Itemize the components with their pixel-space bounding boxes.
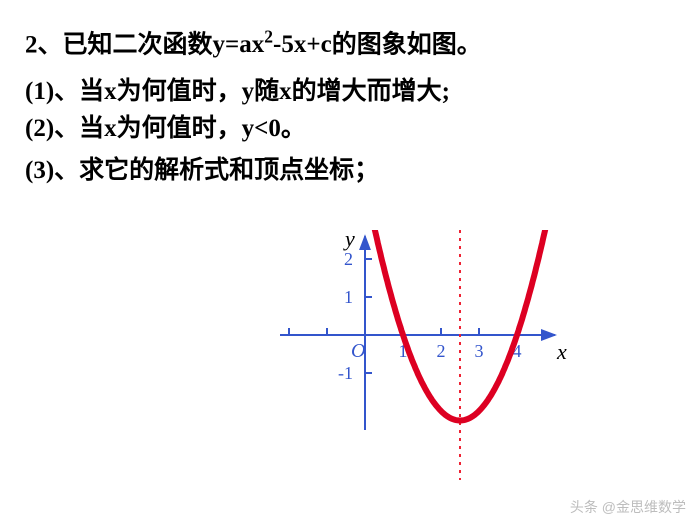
svg-text:2: 2 [437,341,446,361]
chart-svg: 123412-1Oxy [280,230,570,480]
problem-number: 2 [25,31,38,58]
question-3: (3)、求它的解析式和顶点坐标； [25,153,680,189]
svg-text:O: O [351,340,365,362]
question-2: (2)、当x为何值时，y<0。 [25,111,680,147]
svg-text:-1: -1 [338,363,353,383]
svg-text:3: 3 [475,341,484,361]
svg-text:y: y [343,230,355,251]
problem-stem: 2、已知二次函数y=ax2-5x+c的图象如图。 [25,25,680,62]
equation: y=ax2-5x+c [213,31,332,58]
parabola-chart: 123412-1Oxy [280,230,570,480]
stem-prefix: 、已知二次函数 [38,31,213,58]
svg-text:x: x [556,339,567,364]
stem-suffix: 的图象如图。 [332,31,482,58]
svg-text:1: 1 [344,287,353,307]
question-1: (1)、当x为何值时，y随x的增大而增大; [25,74,680,110]
svg-text:2: 2 [344,249,353,269]
watermark: 头条 @金思维数学 [570,497,686,517]
